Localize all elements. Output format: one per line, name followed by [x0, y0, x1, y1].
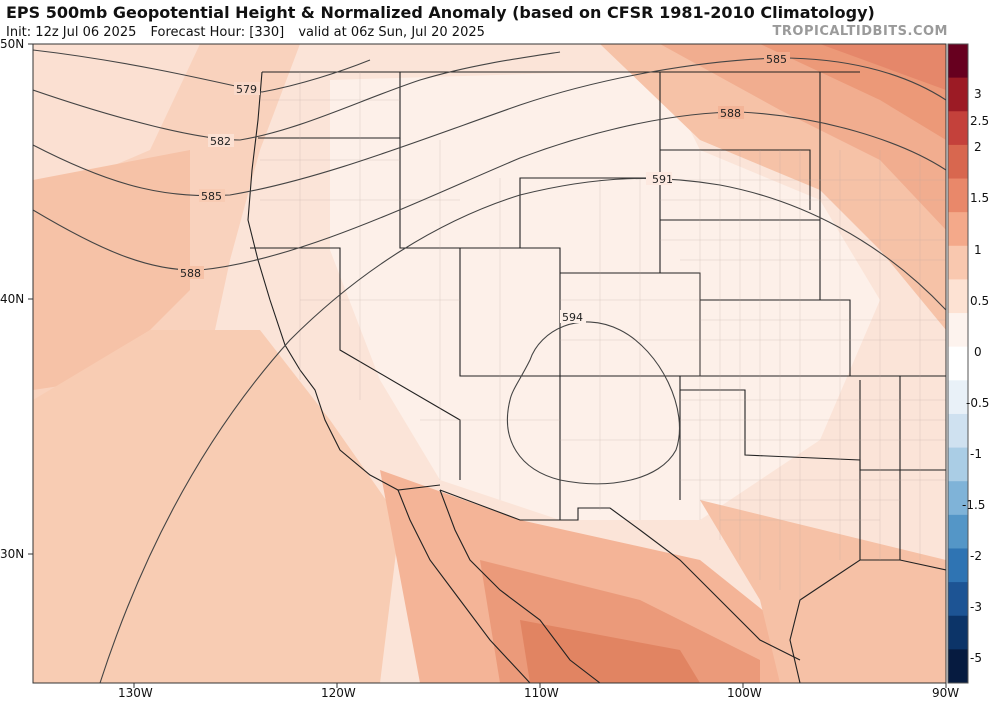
lon-label: 120W: [321, 686, 356, 700]
lat-label: 40N: [0, 292, 24, 306]
latitude-axis: 50N 40N 30N: [0, 37, 33, 561]
colorbar-label: 1: [974, 243, 982, 257]
lat-label: 50N: [0, 37, 24, 51]
lat-label: 30N: [0, 547, 24, 561]
contour-585-west: [33, 57, 946, 197]
colorbar-label: 0.5: [970, 294, 989, 308]
anomaly-shading: [33, 44, 946, 683]
colorbar-label: 0: [974, 345, 982, 359]
colorbar-label: -1.5: [962, 498, 985, 512]
west-coastline: [247, 71, 441, 491]
colorbar-swatch: [948, 279, 968, 314]
contour-582: [33, 51, 561, 141]
colorbar-label: -5: [970, 651, 982, 665]
contour-label: 585: [766, 53, 787, 66]
forecast-hour: Forecast Hour: [330]: [150, 25, 285, 40]
colorbar-label: -3: [970, 600, 982, 614]
contour-label: 591: [652, 173, 673, 186]
colorbar-swatch: [948, 77, 968, 112]
lon-label: 110W: [524, 686, 559, 700]
contour-label: 585: [201, 190, 222, 203]
colorbar-swatch: [948, 615, 968, 650]
colorbar-swatch: [948, 144, 968, 180]
baja-coastline: [397, 489, 531, 683]
colorbar-swatch: [948, 178, 968, 213]
colorbar-swatch: [948, 649, 968, 684]
contour-591: [99, 177, 946, 683]
contour-label: 588: [720, 107, 741, 120]
map-subtitle: Init: 12z Jul 06 2025 Forecast Hour: [33…: [6, 25, 495, 40]
colorbar-swatch: [948, 44, 968, 79]
contour-labels: 579 582 585 588 591 594 585 588: [178, 52, 790, 324]
init-time: Init: 12z Jul 06 2025: [6, 25, 137, 40]
colorbar-label: 2.5: [970, 114, 989, 128]
colorbar-swatch: [948, 447, 968, 482]
contour-label: 579: [236, 83, 257, 96]
colorbar-label: -2: [970, 549, 982, 563]
colorbar-swatch: [948, 212, 968, 247]
height-contours: [33, 49, 946, 683]
colorbar-swatch: [948, 548, 968, 583]
colorbar: [947, 43, 969, 684]
longitude-axis: 130W 120W 110W 100W 90W: [118, 683, 959, 700]
colorbar-swatch: [948, 582, 968, 617]
colorbar-swatch: [948, 514, 968, 549]
map-borders: [247, 71, 946, 683]
lon-label: 90W: [932, 686, 959, 700]
colorbar-swatch: [948, 481, 968, 516]
colorbar-swatch: [948, 313, 968, 348]
colorbar-label: 1.5: [970, 191, 989, 205]
colorbar-swatch: [948, 111, 968, 146]
colorbar-label: -0.5: [966, 396, 989, 410]
contour-588-west: [33, 111, 946, 271]
colorbar-swatch: [948, 380, 968, 415]
county-lines: [260, 72, 946, 600]
colorbar-frame: [947, 43, 969, 684]
lon-label: 100W: [727, 686, 762, 700]
colorbar-label: 2: [974, 140, 982, 154]
colorbar-label: -1: [970, 447, 982, 461]
colorbar-swatch: [948, 346, 968, 381]
valid-time: valid at 06z Sun, Jul 20 2025: [298, 25, 485, 40]
contour-label: 588: [180, 267, 201, 280]
map-frame: [32, 43, 947, 684]
colorbar-swatch: [948, 245, 968, 280]
colorbar-swatch: [948, 413, 968, 449]
us-mexico-border: [439, 489, 801, 661]
colorbar-label: 3: [974, 87, 982, 101]
contour-594: [506, 321, 681, 485]
contour-label: 582: [210, 135, 231, 148]
contour-label: 594: [562, 311, 583, 324]
colorbar-labels: 3 2.5 2 1.5 1 0.5 0 -0.5 -1 -1.5 -2 -3 -…: [962, 87, 989, 665]
source-credit: TROPICALTIDBITS.COM: [772, 24, 948, 39]
lon-label: 130W: [118, 686, 153, 700]
map-title: EPS 500mb Geopotential Height & Normaliz…: [6, 3, 875, 22]
